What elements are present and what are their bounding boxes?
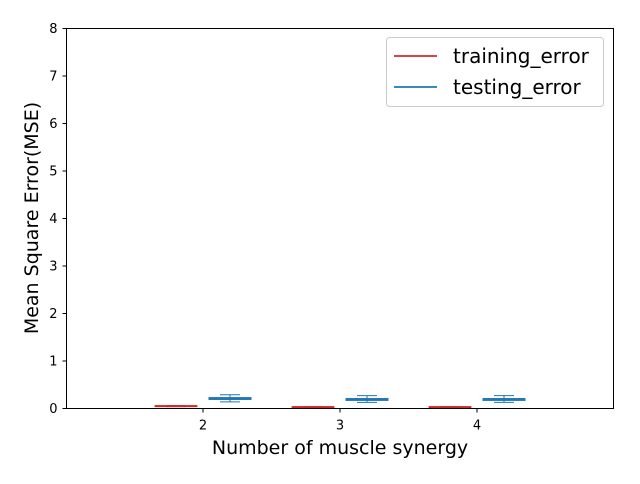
x-axis: 2 3 4 [199,408,481,434]
legend-label: training_error [453,44,590,68]
box-plot [208,394,252,403]
legend: training_error testing_error [386,37,604,107]
x-tick-label: 4 [473,419,481,434]
box-plot [482,395,526,403]
box-plot [428,406,472,409]
y-tick-label: 1 [49,355,57,370]
box-plot [345,395,389,403]
y-tick-label: 4 [49,212,57,227]
legend-frame [386,37,604,107]
legend-items: training_error testing_error [394,44,590,99]
box-plot [291,406,335,409]
x-axis-title: Number of muscle synergy [212,437,468,459]
y-tick-label: 6 [49,117,57,132]
x-tick-label: 3 [336,419,344,434]
y-axis-title: Mean Square Error(MSE) [21,102,43,334]
y-tick-label: 7 [49,70,57,85]
y-tick-label: 2 [49,307,57,322]
plot-area [154,394,526,409]
y-axis: 0 1 2 3 4 5 6 7 8 [49,22,67,417]
x-tick-label: 2 [199,419,207,434]
legend-label: testing_error [453,75,582,99]
y-tick-label: 3 [49,260,57,275]
box-plot [154,405,198,408]
y-tick-label: 8 [49,22,57,37]
y-tick-label: 0 [49,402,57,417]
y-tick-label: 5 [49,165,57,180]
